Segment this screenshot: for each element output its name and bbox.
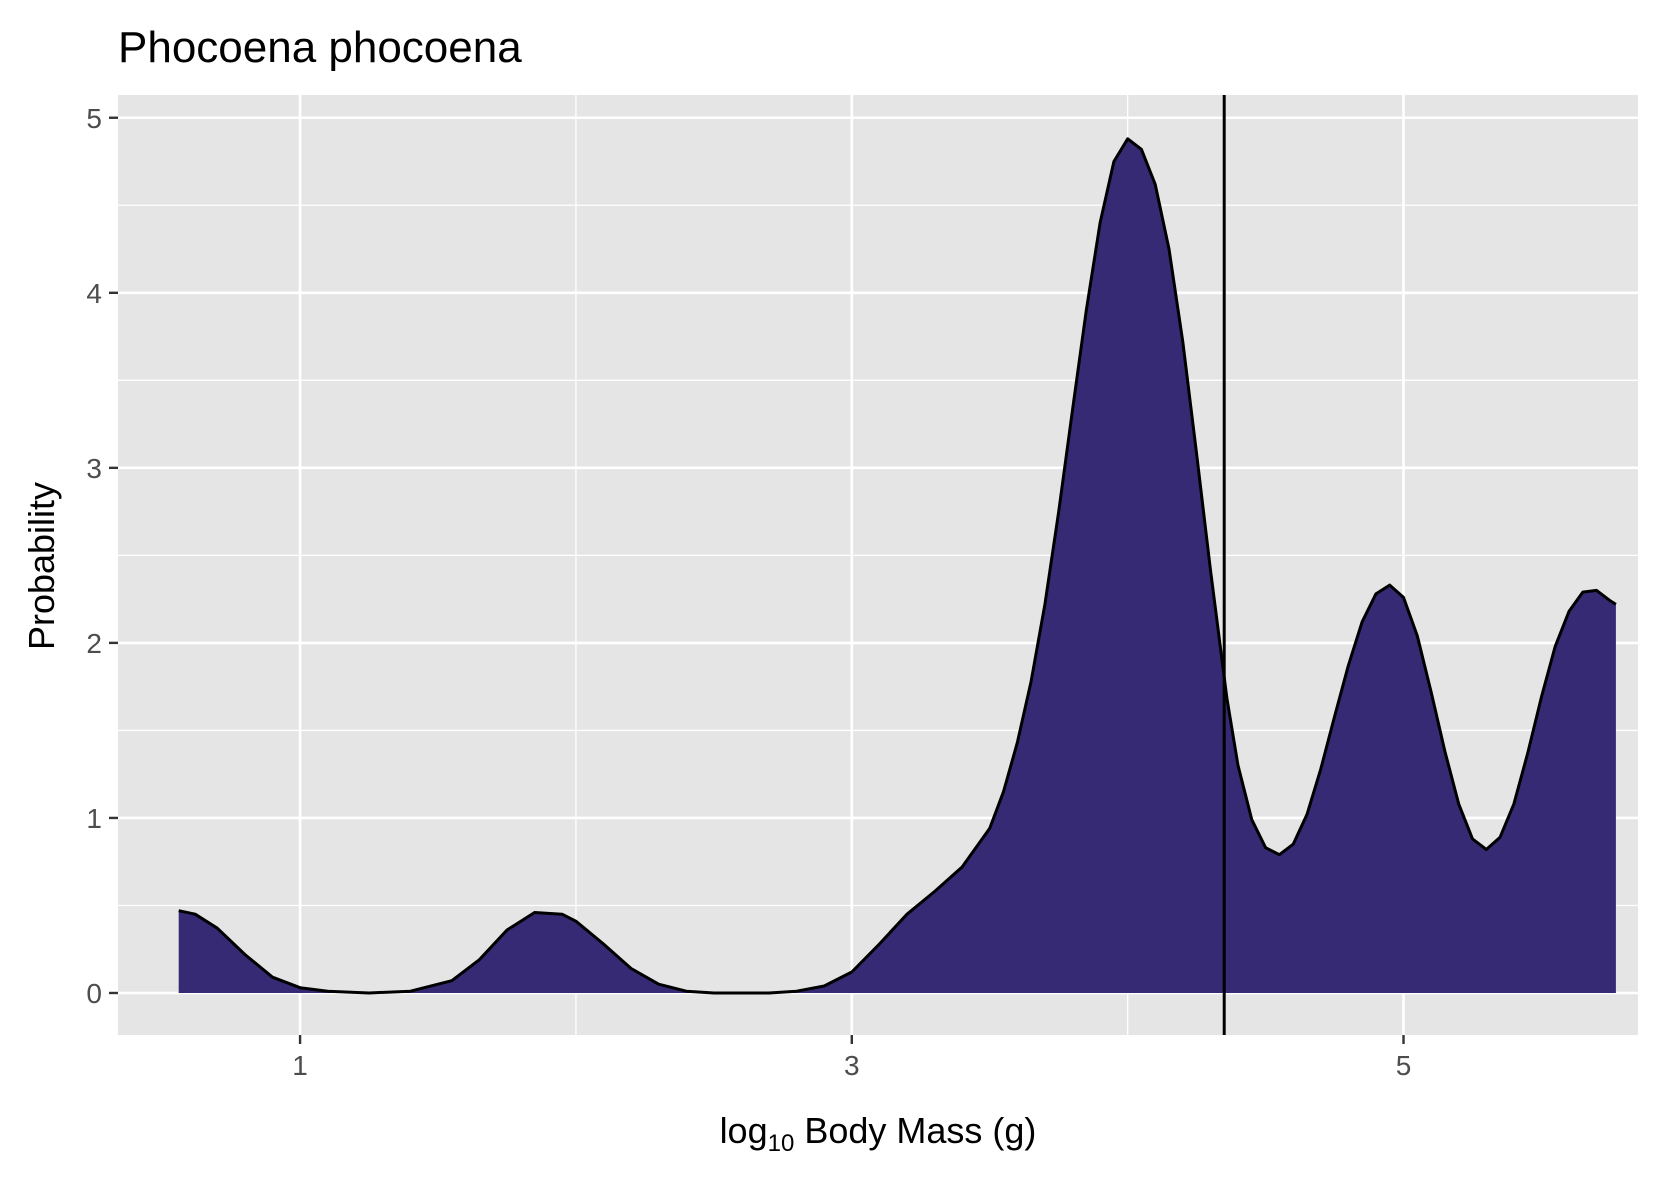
- x-tick-label: 3: [844, 1050, 860, 1081]
- y-tick-label: 5: [86, 103, 102, 134]
- x-axis-title: log10 Body Mass (g): [720, 1110, 1037, 1157]
- y-tick-label: 0: [86, 978, 102, 1009]
- y-tick-label: 3: [86, 453, 102, 484]
- y-axis: 0 1 2 3 4 5: [86, 103, 118, 1009]
- x-axis-title-unit: g: [1004, 1110, 1024, 1151]
- density-area: [178, 138, 1616, 994]
- x-axis-title-close-paren: ): [1024, 1110, 1036, 1151]
- density-curve: [178, 137, 1617, 995]
- x-axis-title-subscript: 10: [768, 1130, 795, 1157]
- x-axis-title-log: log: [720, 1110, 768, 1151]
- x-axis-title-body-mass: Body Mass: [794, 1110, 992, 1151]
- density-layer: [178, 137, 1617, 995]
- y-tick-label: 1: [86, 803, 102, 834]
- x-axis-title-open-paren: (: [992, 1110, 1004, 1151]
- x-axis: 1 3 5: [292, 1035, 1411, 1081]
- chart-title: Phocoena phocoena: [118, 23, 522, 72]
- y-tick-label: 2: [86, 628, 102, 659]
- y-axis-title: Probability: [21, 482, 62, 650]
- x-tick-label: 5: [1396, 1050, 1412, 1081]
- y-tick-label: 4: [86, 278, 102, 309]
- x-tick-label: 1: [292, 1050, 308, 1081]
